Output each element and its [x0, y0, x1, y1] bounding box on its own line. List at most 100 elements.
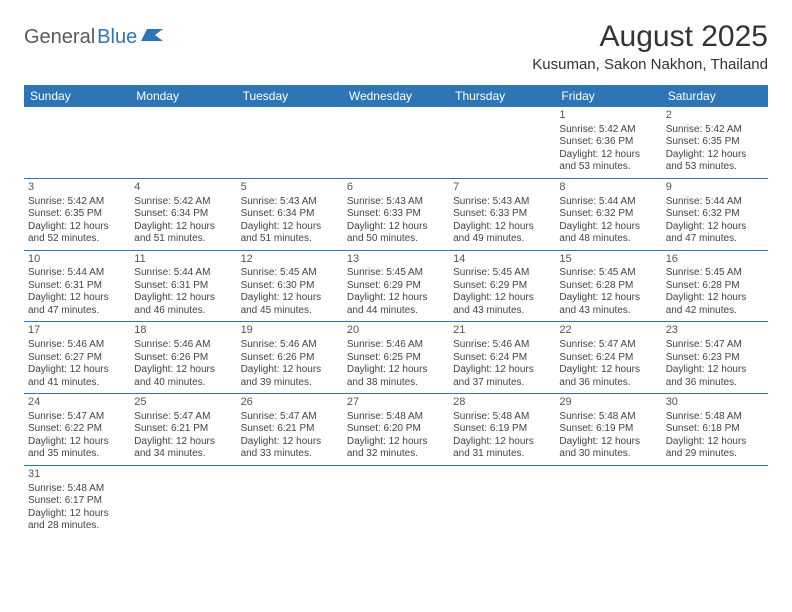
day-detail: Sunset: 6:21 PM: [241, 423, 339, 436]
calendar-day-empty: [449, 465, 555, 536]
calendar-day: 18Sunrise: 5:46 AMSunset: 6:26 PMDayligh…: [130, 322, 236, 394]
day-detail: Daylight: 12 hours: [347, 292, 445, 305]
day-detail: Sunset: 6:29 PM: [347, 280, 445, 293]
day-detail: Sunset: 6:32 PM: [559, 208, 657, 221]
calendar-week: 10Sunrise: 5:44 AMSunset: 6:31 PMDayligh…: [24, 250, 768, 322]
day-detail: and 36 minutes.: [666, 377, 764, 390]
header: General Blue August 2025 Kusuman, Sakon …: [24, 20, 768, 73]
calendar-day: 8Sunrise: 5:44 AMSunset: 6:32 PMDaylight…: [555, 178, 661, 250]
day-detail: Sunset: 6:35 PM: [666, 136, 764, 149]
day-number: 3: [28, 181, 126, 195]
day-detail: Daylight: 12 hours: [28, 436, 126, 449]
day-detail: and 34 minutes.: [134, 448, 232, 461]
day-detail: Sunrise: 5:46 AM: [28, 339, 126, 352]
day-detail: Sunrise: 5:48 AM: [347, 411, 445, 424]
day-detail: Daylight: 12 hours: [241, 364, 339, 377]
day-header: Sunday: [24, 85, 130, 107]
day-detail: Sunset: 6:34 PM: [241, 208, 339, 221]
calendar-day: 5Sunrise: 5:43 AMSunset: 6:34 PMDaylight…: [237, 178, 343, 250]
page-title: August 2025: [532, 20, 768, 54]
logo: General Blue: [24, 20, 167, 49]
day-detail: Daylight: 12 hours: [134, 364, 232, 377]
day-detail: and 46 minutes.: [134, 305, 232, 318]
day-detail: Sunrise: 5:48 AM: [666, 411, 764, 424]
calendar-day-empty: [449, 107, 555, 178]
day-detail: Sunrise: 5:46 AM: [453, 339, 551, 352]
day-detail: and 38 minutes.: [347, 377, 445, 390]
calendar-day: 14Sunrise: 5:45 AMSunset: 6:29 PMDayligh…: [449, 250, 555, 322]
day-number: 1: [559, 109, 657, 123]
day-header: Saturday: [662, 85, 768, 107]
day-detail: and 29 minutes.: [666, 448, 764, 461]
day-detail: Sunset: 6:21 PM: [134, 423, 232, 436]
day-number: 17: [28, 324, 126, 338]
day-detail: Sunrise: 5:42 AM: [666, 124, 764, 137]
day-detail: Sunset: 6:25 PM: [347, 352, 445, 365]
calendar-day: 1Sunrise: 5:42 AMSunset: 6:36 PMDaylight…: [555, 107, 661, 178]
day-detail: and 42 minutes.: [666, 305, 764, 318]
day-detail: and 49 minutes.: [453, 233, 551, 246]
day-number: 19: [241, 324, 339, 338]
day-detail: Sunset: 6:22 PM: [28, 423, 126, 436]
day-detail: Daylight: 12 hours: [241, 292, 339, 305]
calendar-day: 23Sunrise: 5:47 AMSunset: 6:23 PMDayligh…: [662, 322, 768, 394]
day-detail: and 35 minutes.: [28, 448, 126, 461]
day-detail: Sunrise: 5:47 AM: [241, 411, 339, 424]
day-detail: Daylight: 12 hours: [347, 221, 445, 234]
calendar-week: 3Sunrise: 5:42 AMSunset: 6:35 PMDaylight…: [24, 178, 768, 250]
day-detail: Sunrise: 5:45 AM: [666, 267, 764, 280]
day-number: 15: [559, 253, 657, 267]
day-number: 5: [241, 181, 339, 195]
day-number: 31: [28, 468, 126, 482]
day-detail: and 53 minutes.: [666, 161, 764, 174]
day-number: 9: [666, 181, 764, 195]
day-detail: Sunrise: 5:45 AM: [241, 267, 339, 280]
calendar-day: 9Sunrise: 5:44 AMSunset: 6:32 PMDaylight…: [662, 178, 768, 250]
day-detail: and 47 minutes.: [28, 305, 126, 318]
day-number: 4: [134, 181, 232, 195]
day-number: 29: [559, 396, 657, 410]
calendar-day-empty: [662, 465, 768, 536]
day-header: Monday: [130, 85, 236, 107]
day-detail: Sunset: 6:35 PM: [28, 208, 126, 221]
day-detail: Daylight: 12 hours: [559, 436, 657, 449]
day-detail: Sunrise: 5:47 AM: [559, 339, 657, 352]
day-detail: Daylight: 12 hours: [28, 508, 126, 521]
day-detail: Daylight: 12 hours: [347, 436, 445, 449]
day-detail: Daylight: 12 hours: [28, 364, 126, 377]
day-detail: Sunrise: 5:45 AM: [453, 267, 551, 280]
calendar-day: 20Sunrise: 5:46 AMSunset: 6:25 PMDayligh…: [343, 322, 449, 394]
day-detail: Daylight: 12 hours: [453, 436, 551, 449]
day-detail: Sunrise: 5:43 AM: [453, 196, 551, 209]
day-detail: and 41 minutes.: [28, 377, 126, 390]
day-detail: and 44 minutes.: [347, 305, 445, 318]
day-detail: Sunrise: 5:42 AM: [559, 124, 657, 137]
day-number: 28: [453, 396, 551, 410]
day-detail: Daylight: 12 hours: [241, 221, 339, 234]
day-number: 10: [28, 253, 126, 267]
day-detail: Sunset: 6:17 PM: [28, 495, 126, 508]
day-detail: and 51 minutes.: [134, 233, 232, 246]
day-detail: Sunset: 6:23 PM: [666, 352, 764, 365]
calendar-day: 22Sunrise: 5:47 AMSunset: 6:24 PMDayligh…: [555, 322, 661, 394]
calendar-day: 11Sunrise: 5:44 AMSunset: 6:31 PMDayligh…: [130, 250, 236, 322]
day-detail: Sunrise: 5:47 AM: [134, 411, 232, 424]
day-detail: Sunset: 6:24 PM: [453, 352, 551, 365]
day-detail: and 37 minutes.: [453, 377, 551, 390]
day-detail: Sunrise: 5:43 AM: [347, 196, 445, 209]
calendar-day: 19Sunrise: 5:46 AMSunset: 6:26 PMDayligh…: [237, 322, 343, 394]
day-number: 13: [347, 253, 445, 267]
day-detail: Daylight: 12 hours: [666, 436, 764, 449]
day-detail: Daylight: 12 hours: [559, 292, 657, 305]
calendar-day-empty: [343, 465, 449, 536]
flag-icon: [141, 27, 167, 48]
day-detail: Daylight: 12 hours: [28, 221, 126, 234]
day-number: 20: [347, 324, 445, 338]
day-detail: Daylight: 12 hours: [134, 221, 232, 234]
calendar-day-empty: [555, 465, 661, 536]
day-detail: and 43 minutes.: [453, 305, 551, 318]
day-detail: and 30 minutes.: [559, 448, 657, 461]
day-detail: and 32 minutes.: [347, 448, 445, 461]
day-detail: Daylight: 12 hours: [559, 364, 657, 377]
day-detail: Sunrise: 5:44 AM: [559, 196, 657, 209]
